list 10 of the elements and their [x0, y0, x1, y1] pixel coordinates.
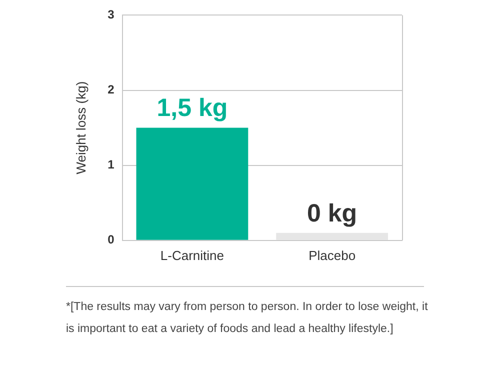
y-tick-label: 3 — [108, 8, 115, 22]
data-label: 1,5 kg — [156, 94, 228, 122]
y-tick-label: 2 — [108, 82, 115, 97]
y-axis-title: Weight loss (kg) — [73, 81, 88, 174]
x-tick-label: Placebo — [308, 248, 356, 263]
y-tick-label: 0 — [108, 232, 115, 247]
x-tick-label: L-Carnitine — [160, 248, 224, 263]
text: *[The results may vary from person to person. In order to lose weight, it is important to eat a variety of foods and lead a healthy lifestyle.] — [66, 300, 429, 337]
data-label: 0 kg — [307, 199, 358, 228]
y-tick-label: 1 — [108, 158, 115, 172]
